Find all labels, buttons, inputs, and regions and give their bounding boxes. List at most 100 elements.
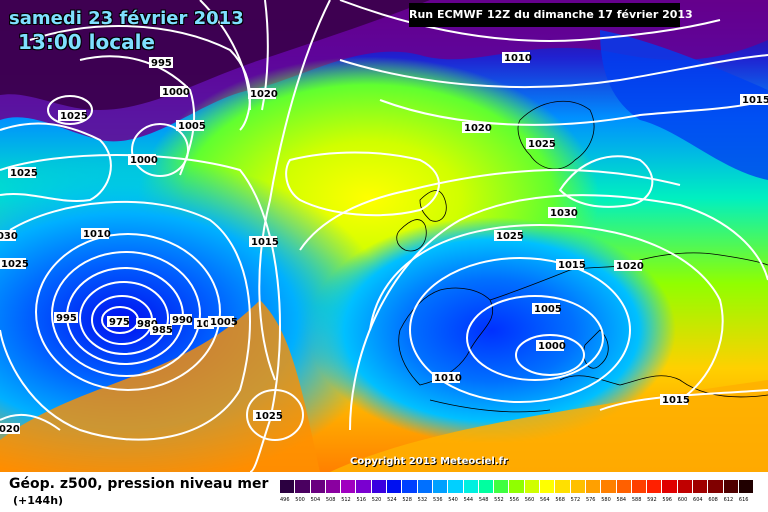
- scale-cell: 548: [478, 480, 495, 503]
- legend-title: Géop. z500, pression niveau mer: [9, 476, 269, 492]
- scale-cell: 496: [280, 480, 296, 503]
- isobar-label: 995: [56, 313, 77, 324]
- isobar-label: 1010: [504, 53, 532, 64]
- scale-cell: 584: [616, 480, 632, 503]
- isobar-labels: 995 1000 1025 1005 1000 1025 1010 1020 1…: [0, 52, 768, 435]
- isobar-label: 1015: [742, 95, 768, 106]
- scale-label: 540: [448, 497, 458, 503]
- scale-cell: 536: [432, 480, 449, 503]
- forecast-time: 13:00 locale: [18, 30, 155, 54]
- scale-cell: 508: [325, 480, 342, 503]
- color-scale: 496 500 504 508 512 516 520 524 528 532 536 540 544 5…: [280, 480, 755, 503]
- run-info: Run ECMWF 12Z du dimanche 17 février 201…: [409, 3, 693, 27]
- isobar-label: 1000: [538, 341, 566, 352]
- scale-label: 536: [432, 497, 443, 503]
- scale-cell: 616: [738, 480, 755, 503]
- scale-cell: 596: [662, 480, 678, 503]
- scale-label: 504: [310, 497, 321, 503]
- scale-cell: 512: [341, 480, 357, 503]
- forecast-date: samedi 23 février 2013: [9, 8, 244, 29]
- isobar-label: 1010: [83, 229, 111, 240]
- isobar-label: 1025: [60, 111, 88, 122]
- copyright: Copyright 2013 Meteociel.fr: [350, 456, 508, 467]
- isobar-label: 1000: [130, 155, 158, 166]
- isobar-label: 1030: [0, 231, 18, 242]
- scale-label: 520: [371, 497, 382, 503]
- scale-cell: 572: [570, 480, 586, 503]
- scale-label: 500: [295, 497, 305, 503]
- legend-footer: Géop. z500, pression niveau mer (+144h) …: [0, 472, 768, 512]
- scale-cell: 516: [356, 480, 372, 503]
- map-svg: 995 1000 1025 1005 1000 1025 1010 1020 1…: [0, 0, 768, 472]
- isobar-label: 1020: [464, 123, 492, 134]
- scale-label: 516: [356, 497, 367, 503]
- scale-cell: 580: [601, 480, 617, 503]
- isobar-label: 1025: [10, 168, 38, 179]
- scale-cell: 600: [677, 480, 694, 503]
- scale-cell: 588: [631, 480, 648, 503]
- scale-cell: 500: [295, 480, 311, 503]
- isobar-label: 1025: [255, 411, 283, 422]
- scale-cell: 568: [555, 480, 571, 503]
- isobar-label: 1010: [434, 373, 462, 384]
- scale-cell: 528: [402, 480, 418, 503]
- scale-label: 564: [540, 497, 550, 503]
- scale-cell: 520: [371, 480, 388, 503]
- isobar-label: 1005: [210, 317, 238, 328]
- scale-label: 524: [387, 497, 397, 503]
- isobar-label: 1015: [251, 237, 279, 248]
- scale-cell: 524: [387, 480, 403, 503]
- weather-map: 995 1000 1025 1005 1000 1025 1010 1020 1…: [0, 0, 768, 472]
- isobar-label: 1025: [528, 139, 556, 150]
- scale-cell: 608: [708, 480, 724, 503]
- scale-label: 544: [463, 497, 474, 503]
- scale-label: 608: [708, 497, 718, 503]
- isobar-label: 1015: [662, 395, 690, 406]
- scale-cell: 560: [524, 480, 541, 503]
- isobar-label: 1020: [616, 261, 644, 272]
- scale-cell: 532: [417, 480, 433, 503]
- scale-label: 580: [601, 497, 611, 503]
- scale-cell: 604: [693, 480, 709, 503]
- isobar-label: 985: [152, 325, 173, 336]
- scale-label: 556: [509, 497, 519, 503]
- scale-label: 548: [478, 497, 489, 503]
- scale-cell: 552: [494, 480, 510, 503]
- scale-cell: 556: [509, 480, 525, 503]
- scale-cell: 504: [310, 480, 326, 503]
- legend-subtitle: (+144h): [13, 494, 64, 507]
- isobar-label: 1025: [1, 259, 29, 270]
- scale-label: 612: [723, 497, 734, 503]
- scale-label: 604: [693, 497, 703, 503]
- scale-label: 508: [325, 497, 336, 503]
- scale-label: 584: [616, 497, 627, 503]
- scale-cell: 592: [647, 480, 663, 503]
- isobar-label: 1020: [0, 424, 20, 435]
- isobar-label: 980: [137, 319, 158, 330]
- isobar-label: 990: [172, 315, 193, 326]
- scale-label: 552: [494, 497, 504, 503]
- scale-cell: 564: [540, 480, 556, 503]
- scale-label: 496: [280, 497, 290, 503]
- scale-label: 576: [585, 497, 596, 503]
- scale-label: 600: [677, 497, 688, 503]
- isobar-label: 995: [151, 58, 172, 69]
- isobar-label: 1030: [550, 208, 578, 219]
- scale-label: 512: [341, 497, 351, 503]
- scale-label: 528: [402, 497, 412, 503]
- scale-cell: 612: [723, 480, 739, 503]
- isobar-label: 975: [109, 317, 130, 328]
- isobar-label: 1025: [496, 231, 524, 242]
- scale-label: 596: [662, 497, 672, 503]
- scale-cell: 576: [585, 480, 602, 503]
- isobar-label: 1005: [534, 304, 562, 315]
- scale-cell: 544: [463, 480, 479, 503]
- scale-label: 616: [738, 497, 749, 503]
- scale-label: 568: [555, 497, 565, 503]
- warm-south-east: [330, 380, 768, 472]
- isobar-label: 1000: [162, 87, 190, 98]
- scale-label: 592: [647, 497, 657, 503]
- scale-cell: 540: [448, 480, 464, 503]
- scale-label: 588: [631, 497, 642, 503]
- scale-label: 532: [417, 497, 428, 503]
